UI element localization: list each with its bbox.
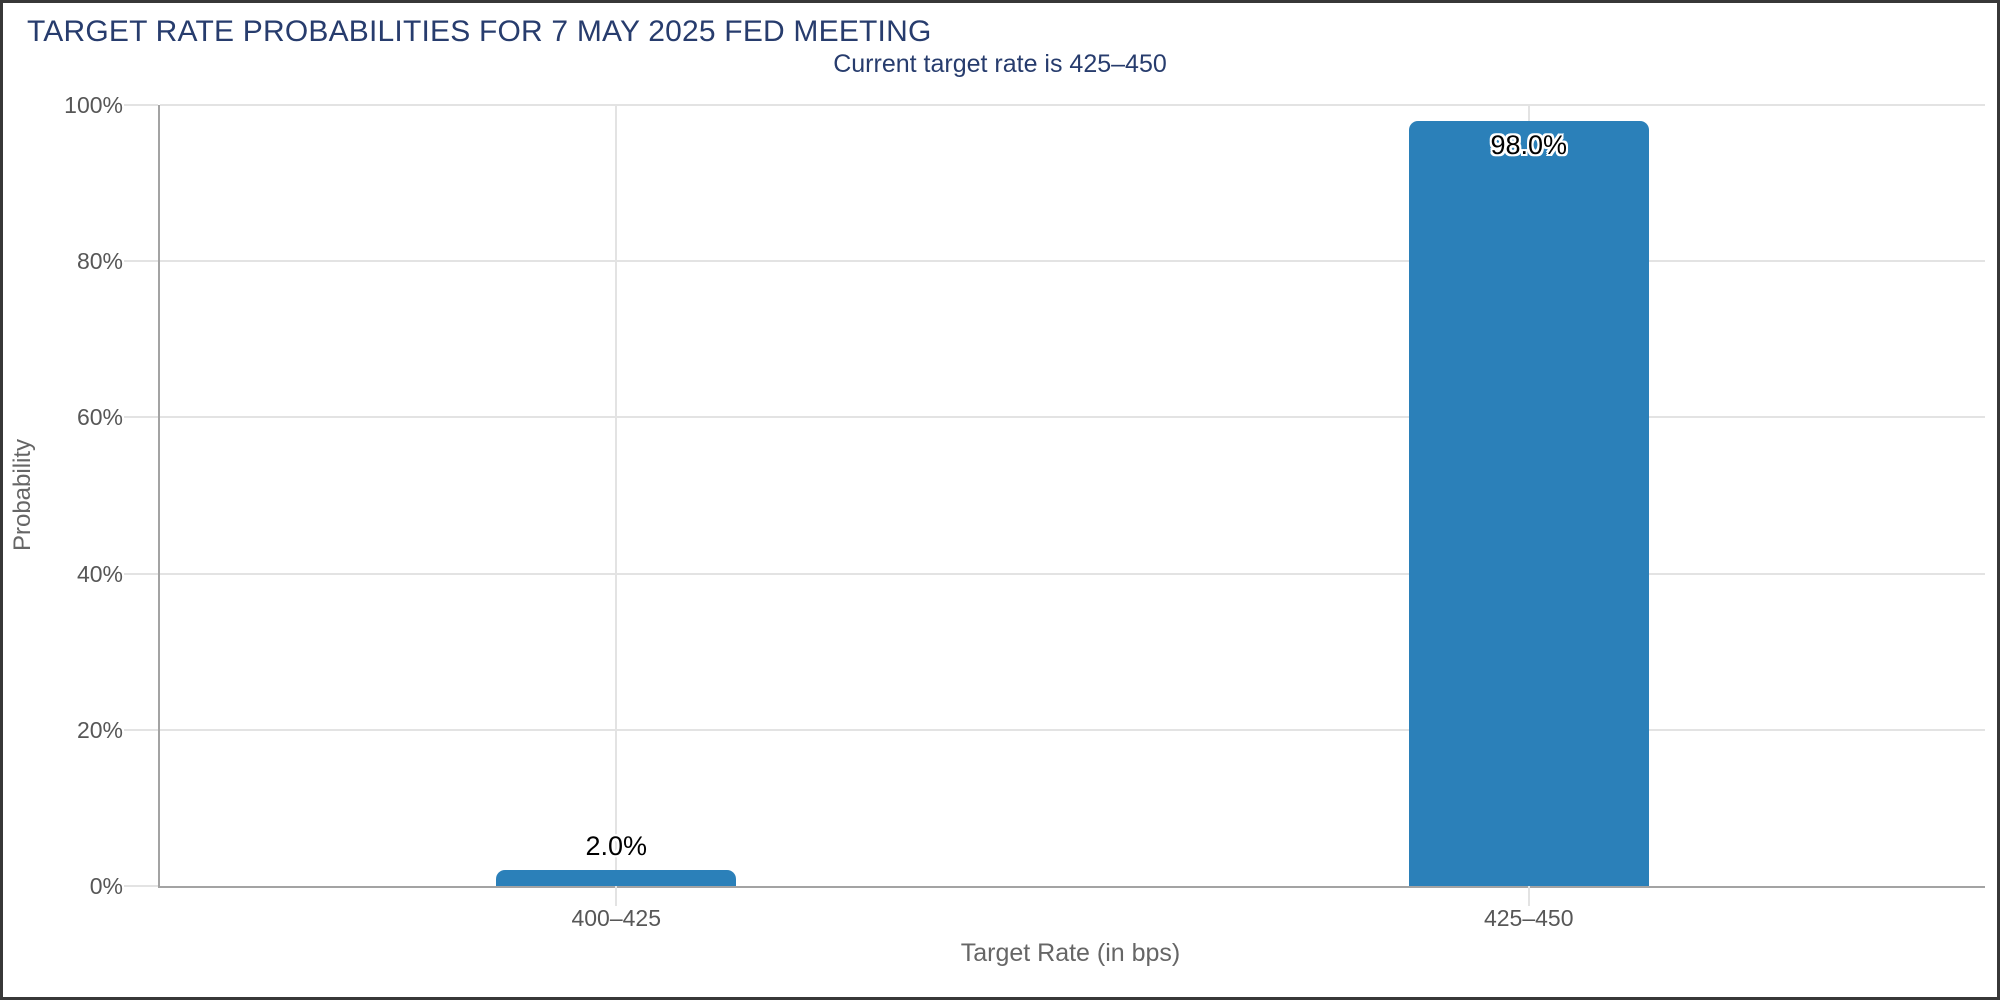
chart-title: TARGET RATE PROBABILITIES FOR 7 MAY 2025… <box>27 15 932 48</box>
y-tick-mark <box>124 728 158 731</box>
h-gridline <box>160 104 1985 106</box>
bar-value-label: 2.0% <box>585 831 648 862</box>
x-tick-mark <box>1527 886 1530 906</box>
y-tick-mark <box>124 260 158 263</box>
x-tick-label: 400–425 <box>571 905 662 931</box>
plot-area: 0% 20% 40% 60% 80% 100% 400–425 2.0% 425–450 98.0… <box>64 92 1985 931</box>
h-gridline <box>160 416 1985 419</box>
bar <box>496 870 737 886</box>
x-tick-label: 425–450 <box>1483 905 1574 931</box>
y-axis-title: Probability <box>9 438 36 552</box>
y-tick-label: 80% <box>76 248 123 275</box>
chart-subtitle: Current target rate is 425–450 <box>833 50 1167 78</box>
h-gridline <box>160 260 1985 263</box>
y-tick-mark <box>124 572 158 575</box>
bar <box>1408 120 1649 886</box>
h-gridline <box>160 728 1985 731</box>
y-tick-label: 40% <box>76 560 123 587</box>
y-tick-label: 60% <box>76 404 123 431</box>
v-gridline <box>615 105 618 886</box>
y-tick-mark <box>124 104 158 106</box>
y-tick-label: 0% <box>89 873 123 899</box>
y-tick-label: 100% <box>64 92 123 118</box>
y-tick-label: 20% <box>76 716 123 743</box>
h-gridline <box>160 572 1985 575</box>
bar-value-label: 98.0% <box>1490 129 1568 160</box>
y-tick-mark <box>124 885 158 887</box>
x-axis-title: Target Rate (in bps) <box>960 939 1181 967</box>
x-tick-mark <box>615 886 618 906</box>
y-tick-mark <box>124 416 158 419</box>
